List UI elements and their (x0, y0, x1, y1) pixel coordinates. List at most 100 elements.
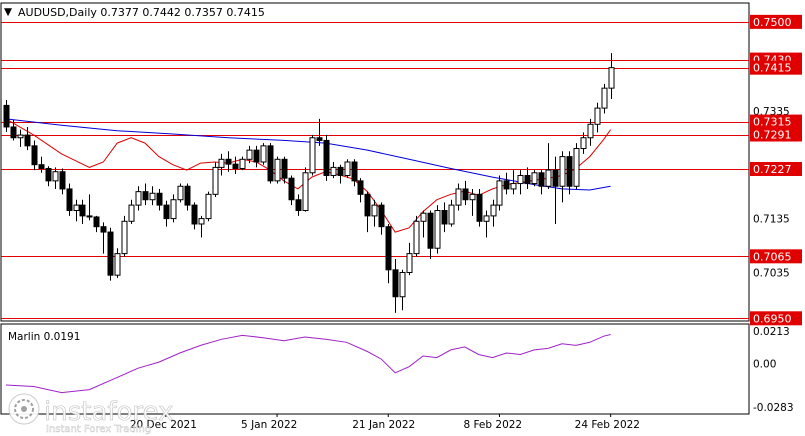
candle-bearish (31, 145, 38, 166)
candle-bullish (260, 145, 267, 163)
oscillator-tick-label: -0.0283 (753, 402, 794, 414)
candle-bullish (274, 158, 281, 182)
candle-bearish (184, 185, 191, 206)
candle-bullish (413, 220, 420, 255)
marlin-line (5, 334, 611, 394)
candle-bearish (351, 161, 358, 182)
candle-bullish (114, 253, 121, 276)
candle-bullish (17, 134, 24, 139)
candle-bearish (357, 180, 364, 195)
candle-bullish (205, 193, 212, 220)
candle-bearish (538, 172, 545, 187)
candle-bearish (441, 210, 448, 225)
candle-bullish (121, 220, 128, 255)
price-label-box (750, 127, 802, 142)
candle-bearish (163, 204, 170, 220)
time-tick-label: 20 Dec 2021 (130, 419, 197, 431)
candle-bullish (406, 253, 413, 273)
oscillator-tick-label: 0.00 (753, 359, 776, 371)
candle-bullish (371, 204, 378, 217)
price-label: 0.7415 (753, 62, 792, 75)
candle-bearish (323, 139, 330, 176)
price-label-box (750, 114, 802, 129)
candle-bullish (587, 123, 594, 139)
time-axis: 20 Dec 2021 5 Jan 2022 21 Jan 2022 8 Feb 20… (130, 414, 640, 431)
candle-bullish (545, 169, 552, 187)
candle-bullish (496, 180, 503, 206)
candle-bearish (38, 164, 45, 169)
candle-bullish (52, 171, 59, 182)
candle-bullish (149, 192, 156, 201)
candle-bullish (490, 204, 497, 217)
candle-bearish (392, 269, 399, 298)
instaforex-logo: instaforex Instant Forex Trading (8, 393, 174, 435)
candle-bullish (212, 166, 219, 195)
candle-bullish (135, 191, 142, 206)
price-label-box (750, 14, 802, 29)
candle-bearish (232, 163, 239, 169)
watermark-brand: instaforex (44, 397, 173, 427)
candle-bearish (316, 137, 323, 141)
candle-bearish (462, 188, 469, 201)
candle-bullish (580, 137, 587, 150)
candle-bearish (3, 104, 10, 128)
candle-bearish (337, 166, 344, 176)
candle-bullish (246, 149, 253, 160)
candle-bullish (177, 185, 184, 201)
header-marker: ▼ (4, 6, 13, 18)
candle-bullish (218, 158, 225, 168)
candle-bearish (364, 193, 371, 217)
candle-bullish (434, 210, 441, 249)
candle-bearish (66, 188, 73, 212)
price-label-box (750, 249, 802, 264)
candle-bearish (288, 177, 295, 201)
price-label: 0.6950 (753, 312, 792, 325)
candle-bullish (510, 183, 517, 190)
price-label: 0.7291 (753, 129, 792, 142)
candle-bullish (344, 161, 351, 176)
candle-bearish (524, 174, 531, 185)
candle-bearish (59, 171, 66, 190)
candle-bullish (517, 174, 524, 185)
time-tick-label: 24 Feb 2022 (575, 419, 640, 431)
watermark-tagline: Instant Forex Trading (46, 424, 151, 435)
candle-bullish (448, 204, 455, 225)
candle-bearish (378, 204, 385, 228)
price-label-box (750, 60, 802, 75)
price-label: 0.7227 (753, 163, 792, 176)
candle-bearish (191, 204, 198, 225)
oscillator: 0.0213 0.00 -0.0283 (5, 326, 794, 414)
candle-bearish (24, 134, 31, 147)
level-lines (1, 22, 749, 319)
candle-bullish (170, 199, 177, 220)
candle-bearish (253, 149, 260, 163)
price-label-box (750, 311, 802, 326)
candle-bullish (455, 188, 462, 206)
candle-bearish (45, 167, 52, 182)
candle-bearish (503, 180, 510, 190)
price-label: 0.7500 (753, 16, 792, 29)
candle-bearish (552, 169, 559, 187)
candle-bullish (399, 271, 406, 298)
main-panel-frame (0, 2, 750, 322)
price-label-box (750, 162, 802, 177)
price-tick-label: 0.7135 (753, 214, 790, 226)
candle-bearish (86, 215, 93, 218)
price-label: 0.7315 (753, 116, 792, 129)
chart-header: AUDUSD,Daily 0.7377 0.7442 0.7357 0.7415 (18, 6, 265, 19)
oscillator-label: Marlin 0.0191 (8, 331, 80, 343)
price-label: 0.7065 (753, 250, 792, 263)
candle-bullish (608, 67, 615, 89)
candle-bullish (594, 107, 601, 125)
candle-bullish (531, 172, 538, 185)
time-tick-label: 5 Jan 2022 (241, 419, 297, 431)
candle-bullish (239, 158, 246, 169)
candle-bearish (10, 126, 17, 139)
time-tick-label: 21 Jan 2022 (352, 419, 415, 431)
candle-bearish (156, 192, 163, 206)
candle-bullish (573, 148, 580, 187)
candle-bullish (309, 137, 316, 174)
candle-bullish (420, 212, 427, 222)
candle-bearish (93, 216, 100, 228)
